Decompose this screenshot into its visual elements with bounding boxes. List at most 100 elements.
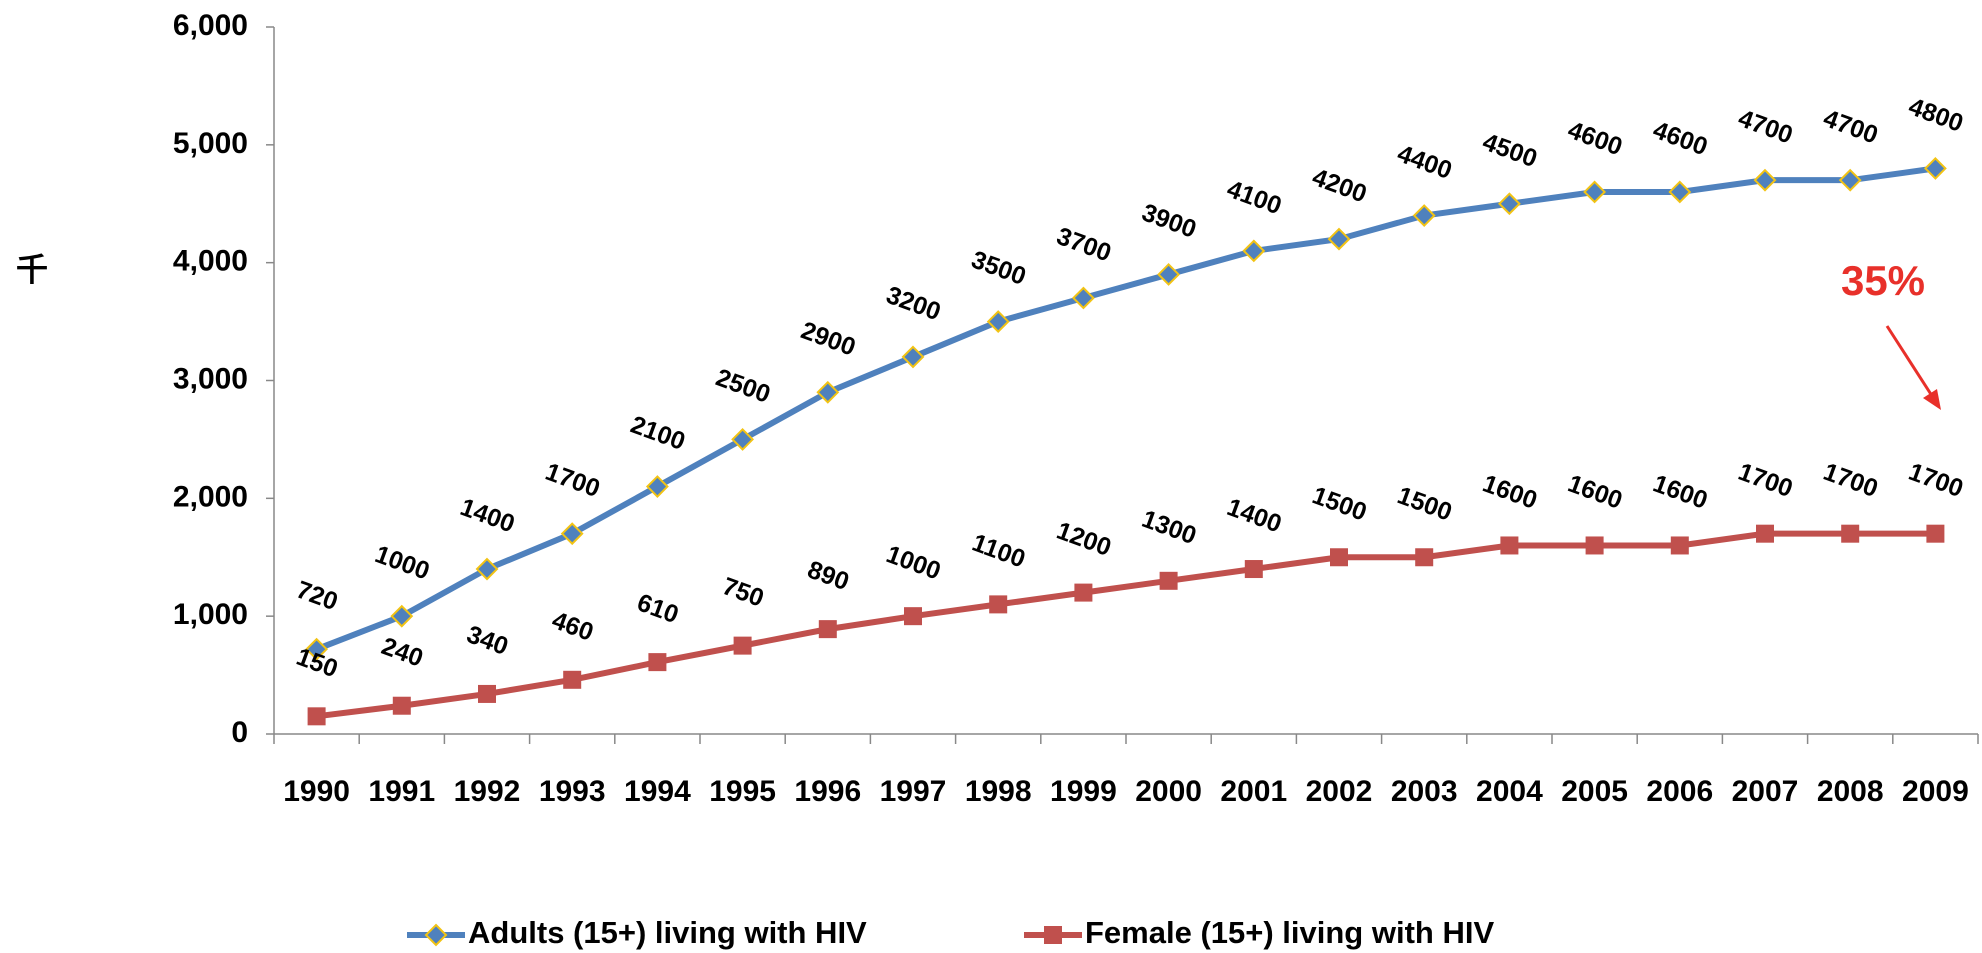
y-tick-label: 4,000 bbox=[173, 245, 248, 278]
data-label: 4200 bbox=[1309, 163, 1371, 208]
data-label: 2500 bbox=[712, 363, 774, 408]
x-tick-label: 1993 bbox=[539, 775, 606, 808]
x-tick-label: 2000 bbox=[1135, 775, 1202, 808]
data-label: 4600 bbox=[1649, 116, 1711, 161]
marker bbox=[904, 607, 922, 626]
x-tick-label: 2003 bbox=[1391, 775, 1458, 808]
marker bbox=[1412, 204, 1436, 227]
data-label: 3900 bbox=[1138, 198, 1200, 243]
y-tick-label: 6,000 bbox=[173, 9, 248, 42]
data-label: 890 bbox=[804, 556, 853, 597]
x-tick-label: 1995 bbox=[709, 775, 776, 808]
data-label: 3700 bbox=[1053, 222, 1115, 267]
x-tick-label: 2007 bbox=[1732, 775, 1799, 808]
data-label: 4400 bbox=[1394, 140, 1456, 185]
marker bbox=[818, 620, 837, 639]
data-label: 1700 bbox=[542, 458, 604, 503]
marker bbox=[1926, 524, 1945, 543]
data-label: 4800 bbox=[1905, 92, 1967, 137]
x-tick-label: 1991 bbox=[368, 775, 435, 808]
y-tick-label: 0 bbox=[231, 716, 248, 749]
legend-marker bbox=[1044, 926, 1062, 944]
x-tick-label: 1992 bbox=[454, 775, 521, 808]
data-label: 1600 bbox=[1564, 469, 1626, 514]
marker bbox=[563, 670, 582, 689]
marker bbox=[1074, 583, 1093, 602]
marker bbox=[1841, 524, 1860, 543]
marker bbox=[731, 428, 755, 451]
marker bbox=[1753, 168, 1777, 192]
series-line bbox=[316, 530, 1936, 720]
x-tick-label: 2002 bbox=[1306, 775, 1373, 808]
marker bbox=[478, 684, 496, 703]
x-tick-label: 2005 bbox=[1561, 775, 1628, 808]
x-tick-label: 1997 bbox=[880, 775, 947, 808]
data-label: 750 bbox=[719, 572, 768, 613]
data-label: 1300 bbox=[1138, 505, 1200, 550]
marker bbox=[1159, 571, 1178, 590]
x-tick-label: 1996 bbox=[794, 775, 861, 808]
marker bbox=[1668, 180, 1692, 204]
marker bbox=[1157, 263, 1181, 286]
legend-label: Female (15+) living with HIV bbox=[1085, 915, 1494, 950]
marker bbox=[1244, 560, 1263, 579]
y-tick-label: 2,000 bbox=[173, 480, 248, 513]
marker bbox=[307, 707, 326, 726]
y-tick-label: 1,000 bbox=[173, 598, 248, 631]
marker bbox=[1242, 239, 1266, 263]
marker bbox=[475, 557, 499, 581]
marker bbox=[733, 636, 752, 655]
data-label: 4700 bbox=[1820, 104, 1882, 149]
marker bbox=[1583, 180, 1607, 204]
data-label: 1500 bbox=[1309, 481, 1371, 526]
marker bbox=[1585, 536, 1604, 555]
marker bbox=[901, 345, 925, 369]
data-label: 1500 bbox=[1394, 481, 1456, 526]
data-label: 1600 bbox=[1479, 469, 1541, 514]
marker bbox=[648, 653, 667, 672]
data-label: 1700 bbox=[1820, 458, 1882, 503]
data-label: 340 bbox=[463, 620, 512, 661]
data-label: 1400 bbox=[1223, 493, 1285, 538]
data-label: 3500 bbox=[968, 246, 1030, 291]
marker bbox=[1327, 227, 1351, 251]
data-label: 1400 bbox=[457, 493, 519, 538]
x-tick-label: 2001 bbox=[1220, 775, 1287, 808]
marker bbox=[1497, 192, 1521, 216]
marker bbox=[989, 595, 1008, 614]
marker bbox=[986, 310, 1010, 333]
data-label: 1600 bbox=[1649, 469, 1711, 514]
data-label: 4100 bbox=[1223, 175, 1285, 220]
data-label: 1000 bbox=[883, 540, 945, 585]
marker bbox=[1500, 536, 1519, 555]
x-tick-label: 2004 bbox=[1476, 775, 1543, 808]
x-tick-label: 1990 bbox=[283, 775, 350, 808]
marker bbox=[645, 475, 669, 498]
data-label: 240 bbox=[378, 632, 427, 673]
marker bbox=[1838, 168, 1862, 192]
marker bbox=[1923, 156, 1947, 180]
data-label: 2100 bbox=[627, 411, 689, 456]
marker bbox=[392, 696, 411, 715]
x-tick-label: 2009 bbox=[1902, 775, 1969, 808]
data-label: 720 bbox=[293, 576, 342, 617]
legend-label: Adults (15+) living with HIV bbox=[468, 915, 867, 950]
marker bbox=[1330, 548, 1348, 567]
data-label: 1200 bbox=[1053, 517, 1115, 562]
annotation: 35% bbox=[1841, 257, 1925, 304]
marker bbox=[1415, 548, 1434, 567]
data-label: 1700 bbox=[1905, 458, 1967, 503]
x-tick-label: 2008 bbox=[1817, 775, 1884, 808]
x-tick-label: 1999 bbox=[1050, 775, 1117, 808]
data-label: 1000 bbox=[371, 540, 433, 585]
marker bbox=[1756, 524, 1774, 543]
x-tick-label: 1994 bbox=[624, 775, 691, 808]
marker bbox=[390, 604, 414, 628]
data-label: 2900 bbox=[797, 316, 859, 361]
marker bbox=[1071, 286, 1095, 310]
marker bbox=[816, 380, 840, 404]
data-label: 150 bbox=[293, 643, 342, 684]
annotation-arrowhead bbox=[1923, 389, 1941, 410]
data-label: 4700 bbox=[1735, 104, 1797, 149]
